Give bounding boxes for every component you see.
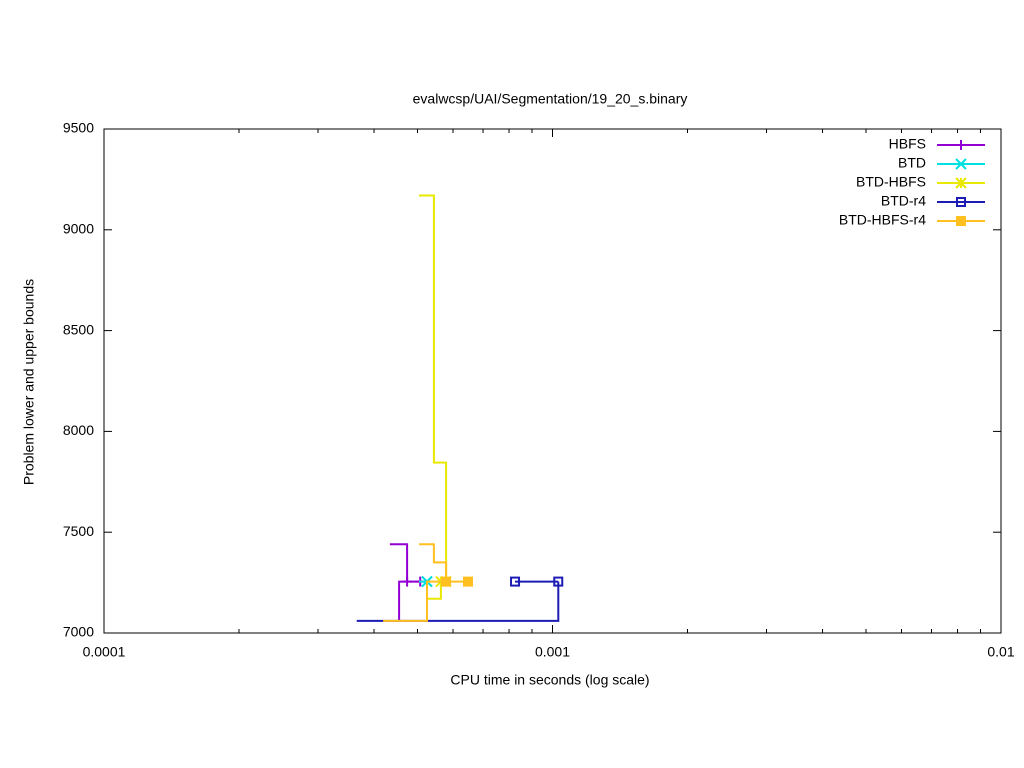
- y-tick-label: 9000: [63, 221, 94, 237]
- marker-part: [462, 576, 473, 587]
- marker: [956, 216, 966, 226]
- marker-part: [510, 576, 521, 587]
- series-line: [398, 580, 421, 621]
- marker: [510, 576, 521, 587]
- marker: [955, 158, 967, 170]
- series-line: [389, 543, 409, 582]
- marker-part: [956, 197, 966, 207]
- y-tick-label: 7000: [63, 624, 94, 640]
- y-tick-label: 8500: [63, 321, 94, 337]
- plot-frame: [103, 128, 1002, 634]
- chart-title: evalwcsp/UAI/Segmentation/19_20_s.binary: [413, 91, 688, 107]
- y-tick-label: 7500: [63, 523, 94, 539]
- marker: [955, 177, 967, 189]
- marker: [462, 576, 473, 587]
- marker: [956, 197, 966, 207]
- x-tick-label: 0.01: [987, 644, 1014, 660]
- x-tick-label: 0.0001: [83, 644, 126, 660]
- legend-label: BTD-HBFS: [856, 174, 926, 190]
- series-line: [419, 543, 448, 582]
- series-line: [383, 580, 468, 622]
- legend-label: BTD-HBFS-r4: [839, 212, 926, 228]
- y-tick-label: 8000: [63, 422, 94, 438]
- series-line: [427, 581, 442, 600]
- marker-part: [955, 158, 967, 170]
- legend-label: HBFS: [889, 136, 926, 152]
- legend-label: BTD-r4: [881, 193, 926, 209]
- y-axis-label: Problem lower and upper bounds: [21, 279, 37, 485]
- x-tick-label: 0.001: [535, 644, 570, 660]
- marker-part: [955, 177, 967, 189]
- series-line: [419, 194, 448, 582]
- y-tick-label: 9500: [63, 120, 94, 136]
- x-axis-label: CPU time in seconds (log scale): [450, 672, 649, 688]
- legend-label: BTD: [898, 155, 926, 171]
- marker: [956, 140, 966, 150]
- series-line: [356, 581, 560, 622]
- marker-part: [956, 216, 966, 226]
